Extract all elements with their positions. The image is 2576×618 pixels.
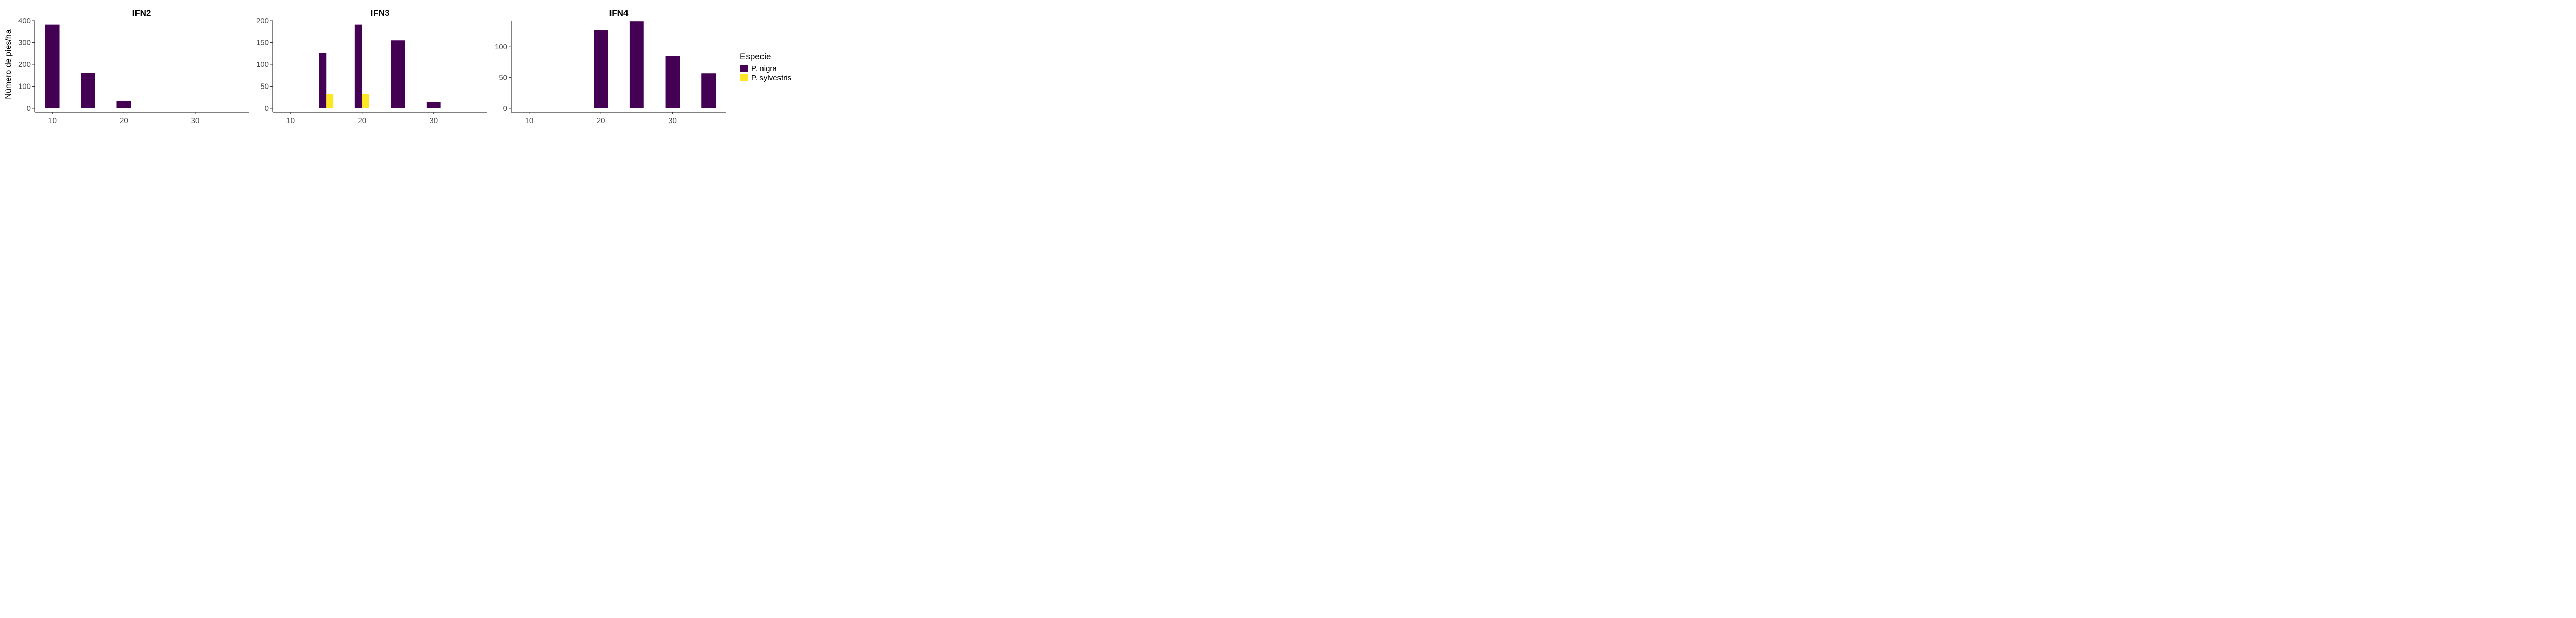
bar-p-nigra-30: [665, 56, 680, 108]
y-tick-label: 0: [27, 104, 31, 113]
bar-p-nigra-30: [426, 102, 441, 108]
y-axis-label: Número de pies/ha: [4, 29, 13, 99]
panel-title: IFN3: [371, 8, 390, 18]
y-tick-label: 50: [499, 74, 507, 82]
bar-p-nigra-25: [391, 40, 405, 108]
legend-swatch-p-sylvestris: [740, 74, 748, 81]
x-tick-label: 10: [524, 116, 533, 125]
x-tick-label: 10: [48, 116, 57, 125]
panel-ifn2: IFN2 0 100 200 300 400 10 20 30: [18, 8, 249, 125]
x-tick-label: 20: [120, 116, 128, 125]
legend-swatch-p-nigra: [740, 65, 748, 72]
bar-p-nigra-20: [594, 30, 608, 108]
legend-title: Especie: [740, 52, 771, 61]
y-tick-label: 200: [18, 60, 31, 69]
x-tick-label: 30: [429, 116, 438, 125]
legend-label-p-nigra: P. nigra: [751, 64, 777, 73]
bar-p-nigra-10: [45, 24, 60, 109]
y-tick-label: 0: [265, 104, 269, 113]
bar-p-nigra-35: [701, 73, 716, 108]
panel-ifn3: IFN3 0 50 100 150 200 10 20 30: [256, 8, 487, 125]
y-tick-label: 200: [256, 16, 269, 25]
x-tick-label: 30: [191, 116, 200, 125]
legend: Especie P. nigra P. sylvestris: [740, 52, 791, 82]
y-tick-label: 100: [18, 82, 31, 91]
x-tick-label: 20: [597, 116, 605, 125]
panel-ifn4: IFN4 0 50 100 10 20 30: [495, 8, 726, 125]
bar-p-nigra-20: [116, 100, 131, 108]
y-tick-label: 400: [18, 16, 31, 25]
x-tick-label: 20: [358, 116, 366, 125]
bar-p-nigra-20: [354, 24, 362, 109]
y-tick-label: 150: [256, 39, 269, 47]
panel-title: IFN4: [609, 8, 629, 18]
x-tick-label: 30: [668, 116, 677, 125]
y-tick-label: 300: [18, 39, 31, 47]
panel-title: IFN2: [132, 8, 151, 18]
y-tick-label: 0: [503, 104, 507, 113]
bar-p-sylvestris-20: [362, 94, 369, 108]
bar-p-nigra-15: [81, 73, 95, 108]
x-tick-label: 10: [286, 116, 295, 125]
bar-p-nigra-15: [319, 53, 327, 108]
y-tick-label: 50: [260, 82, 269, 91]
y-tick-label: 100: [256, 60, 269, 69]
bar-p-sylvestris-15: [326, 94, 334, 108]
legend-label-p-sylvestris: P. sylvestris: [751, 74, 791, 82]
y-tick-label: 100: [495, 43, 507, 52]
bar-p-nigra-25: [629, 21, 644, 108]
